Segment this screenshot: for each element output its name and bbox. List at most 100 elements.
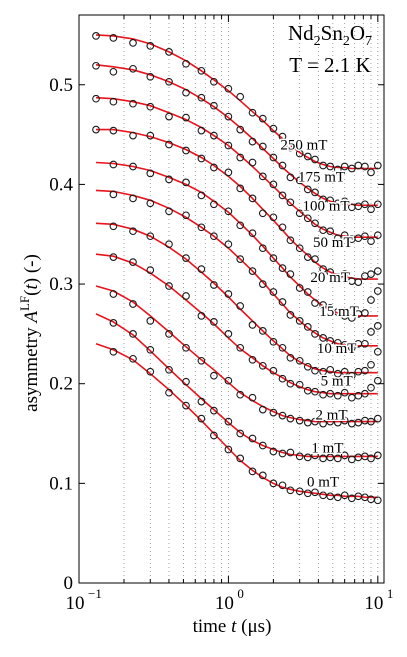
data-point <box>367 296 375 304</box>
data-point <box>311 299 319 307</box>
data-point <box>248 158 257 167</box>
data-point <box>361 162 369 171</box>
data-point <box>165 112 173 121</box>
data-point <box>311 155 319 164</box>
data-point <box>326 389 335 398</box>
data-point <box>197 312 206 320</box>
data-point <box>326 227 335 236</box>
y-tick-label: 0 <box>64 573 74 594</box>
data-point <box>326 196 335 205</box>
data-point <box>109 319 118 327</box>
data-point <box>269 288 278 296</box>
data-point <box>326 304 335 312</box>
data-point <box>197 414 206 423</box>
data-point <box>92 32 100 40</box>
fit-curve-250-mt <box>95 34 378 170</box>
data-point <box>278 191 287 200</box>
data-point <box>269 447 278 456</box>
data-point <box>333 493 342 502</box>
data-point <box>210 131 218 140</box>
data-point <box>361 416 369 425</box>
data-point <box>278 264 287 272</box>
data-point <box>269 213 278 222</box>
data-point <box>278 449 287 458</box>
data-point <box>319 419 327 428</box>
axis-ticks: 10 −1 10 0 10 100.10.20.30.40.5 <box>49 15 393 614</box>
data-point <box>165 388 173 397</box>
data-point <box>340 270 349 278</box>
series-labels: 250 mT 175 mT 100 mT 50 mT 20 mT 15 mT 10 mT 5 … <box>279 136 360 492</box>
data-point <box>258 405 267 414</box>
data-point <box>146 232 155 241</box>
data-point <box>224 112 233 121</box>
data-point <box>278 411 287 420</box>
data-point <box>182 59 190 68</box>
data-point <box>248 393 257 402</box>
data-point <box>340 388 349 397</box>
data-point <box>258 209 267 218</box>
data-point <box>258 280 267 288</box>
data-point <box>248 434 257 443</box>
data-point <box>210 163 218 172</box>
series-label: 100 mT <box>302 198 349 214</box>
data-point <box>340 340 349 349</box>
data-point <box>311 188 319 197</box>
data-point <box>129 227 137 236</box>
data-point <box>333 391 342 400</box>
data-point <box>165 48 173 56</box>
data-point <box>258 361 267 370</box>
data-point <box>224 376 233 385</box>
y-tick-label: 0.2 <box>49 374 73 395</box>
data-point <box>286 236 295 245</box>
grid-lines <box>123 15 379 583</box>
data-point <box>236 153 245 162</box>
data-point <box>367 454 375 463</box>
x-tick-label: 10 <box>215 593 234 614</box>
data-point <box>182 254 190 262</box>
data-point <box>286 414 295 423</box>
data-point <box>354 453 363 462</box>
data-point <box>367 360 375 369</box>
data-point <box>224 290 233 298</box>
data-point <box>295 149 304 158</box>
data-point <box>333 273 342 281</box>
data-point <box>278 481 287 490</box>
data-point <box>248 467 257 476</box>
data-point <box>197 265 206 273</box>
data-point <box>340 312 349 320</box>
data-point <box>269 479 278 488</box>
data-point <box>373 322 382 330</box>
data-point <box>367 205 375 214</box>
data-point <box>295 380 304 389</box>
data-point <box>303 489 312 498</box>
data-point <box>210 77 218 86</box>
data-point <box>361 309 369 317</box>
data-point <box>258 172 267 181</box>
data-point <box>109 190 118 199</box>
data-point <box>333 369 342 378</box>
data-point <box>236 184 245 193</box>
series-label: 10 mT <box>317 341 357 357</box>
data-point <box>146 345 155 354</box>
data-point <box>373 451 382 460</box>
data-point <box>182 113 190 122</box>
data-point <box>333 418 342 427</box>
data-point <box>319 491 327 500</box>
data-point <box>319 301 327 309</box>
data-point <box>258 327 267 335</box>
data-point <box>182 146 190 155</box>
data-point <box>303 214 312 223</box>
data-point <box>340 162 349 171</box>
data-point <box>340 231 349 240</box>
data-point <box>258 441 267 450</box>
data-point <box>236 343 245 352</box>
data-point <box>129 39 137 47</box>
data-points <box>92 32 382 505</box>
data-point <box>311 451 319 460</box>
data-point <box>129 258 137 266</box>
data-point <box>340 367 349 376</box>
data-point <box>278 298 287 306</box>
data-point <box>286 270 295 278</box>
data-point <box>286 173 295 182</box>
data-point <box>236 390 245 399</box>
